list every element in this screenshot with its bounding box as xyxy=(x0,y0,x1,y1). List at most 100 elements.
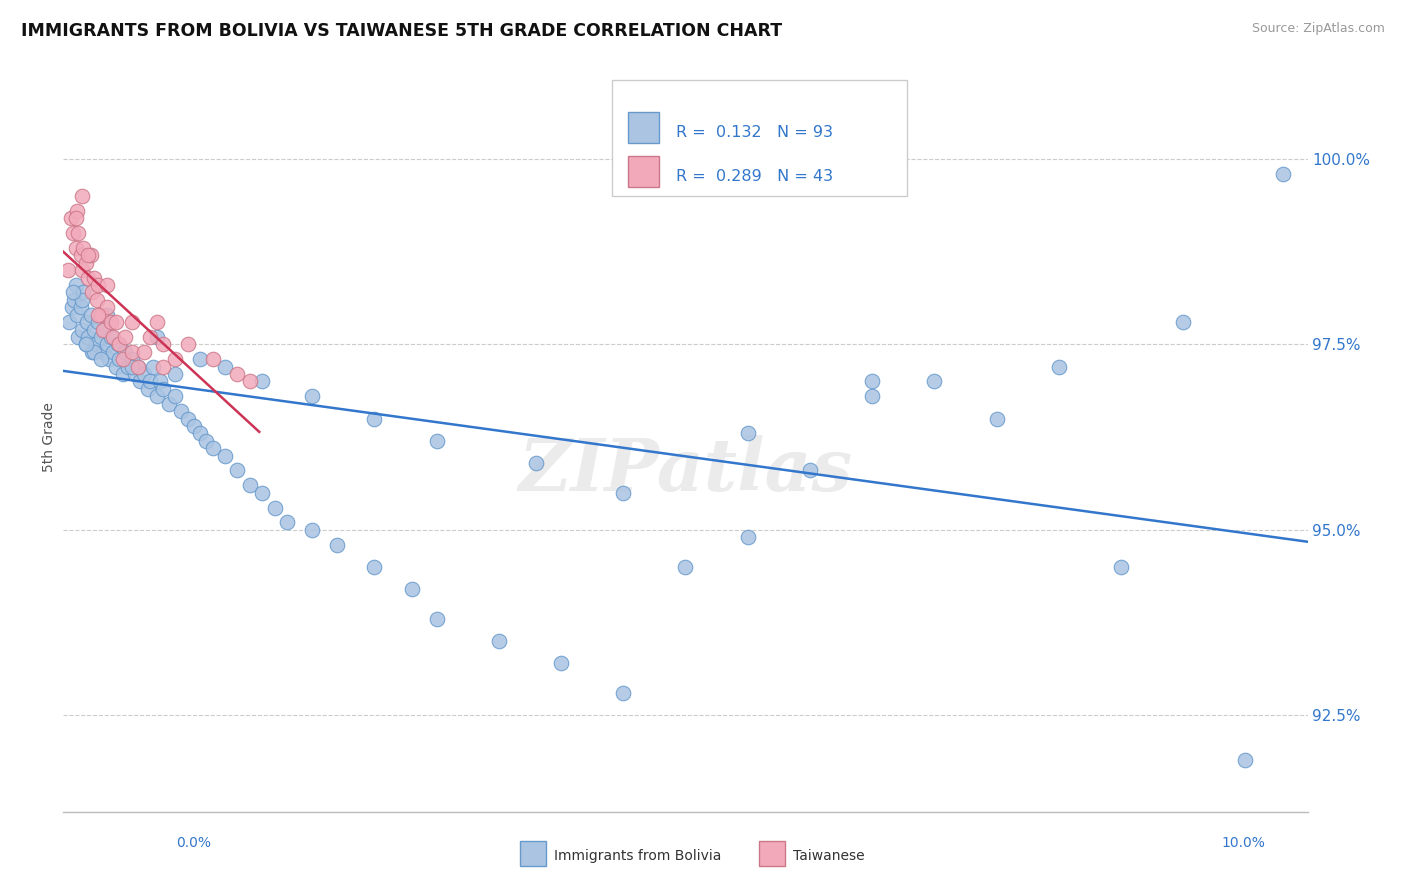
Point xyxy=(69,248,91,262)
Point xyxy=(188,426,211,441)
Point xyxy=(107,337,129,351)
Point xyxy=(675,560,697,574)
Point xyxy=(183,419,205,434)
Point xyxy=(91,344,114,359)
Point xyxy=(1047,359,1070,374)
Point xyxy=(524,456,547,470)
Point xyxy=(104,359,127,374)
Point xyxy=(165,367,187,381)
Point xyxy=(62,285,84,300)
Point xyxy=(301,523,323,537)
Point xyxy=(157,397,180,411)
Point xyxy=(188,352,211,367)
Point xyxy=(121,352,143,367)
Point xyxy=(96,278,118,293)
Point xyxy=(134,367,156,381)
Point xyxy=(226,463,249,477)
Point xyxy=(214,359,236,374)
Point xyxy=(58,315,80,329)
Point xyxy=(75,337,97,351)
Point xyxy=(177,411,200,425)
Point xyxy=(401,582,423,596)
Y-axis label: 5th Grade: 5th Grade xyxy=(42,402,56,472)
Text: Taiwanese: Taiwanese xyxy=(793,849,865,863)
Point xyxy=(84,337,107,351)
Point xyxy=(108,337,131,351)
Point xyxy=(152,382,174,396)
Point xyxy=(121,315,143,329)
Text: ZIPatlas: ZIPatlas xyxy=(519,435,852,506)
Point xyxy=(100,330,122,344)
Point xyxy=(80,285,103,300)
Point xyxy=(87,278,110,293)
Point xyxy=(65,211,87,226)
Point xyxy=(72,241,94,255)
Point xyxy=(98,352,121,367)
Point xyxy=(986,411,1008,425)
Point xyxy=(104,315,127,329)
Point xyxy=(121,359,143,374)
Point xyxy=(121,344,143,359)
Point xyxy=(127,359,149,374)
Point xyxy=(108,352,131,367)
Point xyxy=(96,300,118,314)
Point xyxy=(924,375,946,389)
Point xyxy=(80,344,103,359)
Point xyxy=(96,308,118,322)
Point xyxy=(114,344,136,359)
Point xyxy=(239,478,262,492)
Point xyxy=(214,449,236,463)
Point xyxy=(117,359,139,374)
Point xyxy=(1109,560,1132,574)
Point xyxy=(145,389,167,403)
Point xyxy=(799,463,821,477)
Point xyxy=(63,293,86,307)
Point xyxy=(1173,315,1195,329)
Point xyxy=(90,308,112,322)
Point xyxy=(201,441,224,455)
Point xyxy=(177,337,200,351)
Point xyxy=(111,352,134,367)
Point xyxy=(488,634,510,648)
Point xyxy=(363,411,385,425)
Text: IMMIGRANTS FROM BOLIVIA VS TAIWANESE 5TH GRADE CORRELATION CHART: IMMIGRANTS FROM BOLIVIA VS TAIWANESE 5TH… xyxy=(21,22,782,40)
Point xyxy=(226,367,249,381)
Point xyxy=(111,367,134,381)
Point xyxy=(426,434,449,448)
Point xyxy=(91,322,114,336)
Point xyxy=(737,426,759,441)
Point xyxy=(165,389,187,403)
Point xyxy=(69,300,91,314)
Point xyxy=(83,322,105,336)
Point xyxy=(149,375,172,389)
Point xyxy=(67,330,90,344)
Point xyxy=(860,389,883,403)
Text: Immigrants from Bolivia: Immigrants from Bolivia xyxy=(554,849,721,863)
Point xyxy=(60,300,83,314)
Point xyxy=(252,485,274,500)
Point xyxy=(426,612,449,626)
Point xyxy=(90,352,112,367)
Point xyxy=(66,308,89,322)
Point xyxy=(129,375,152,389)
Point xyxy=(1271,167,1294,181)
Point xyxy=(77,270,100,285)
Point xyxy=(252,375,274,389)
Point xyxy=(1234,753,1257,767)
Point xyxy=(66,203,89,218)
Point xyxy=(101,330,124,344)
Point xyxy=(58,263,80,277)
Point xyxy=(145,330,167,344)
Point xyxy=(550,657,572,671)
Point xyxy=(76,315,98,329)
Point xyxy=(96,337,118,351)
Point xyxy=(276,516,298,530)
Point xyxy=(170,404,193,418)
Point xyxy=(363,560,385,574)
Point xyxy=(127,359,149,374)
Point xyxy=(134,344,156,359)
Point xyxy=(101,344,124,359)
Point xyxy=(75,337,97,351)
Point xyxy=(72,285,94,300)
Point xyxy=(83,270,105,285)
